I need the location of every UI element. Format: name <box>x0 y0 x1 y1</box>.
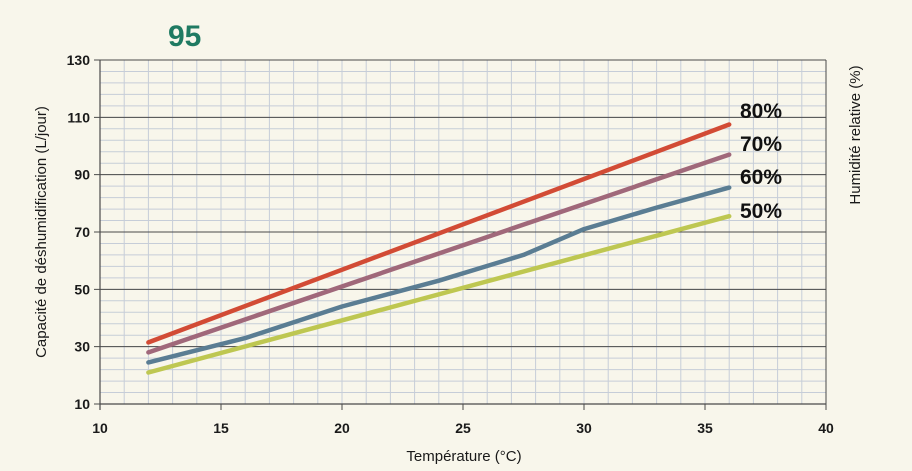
series-lines <box>146 122 732 375</box>
x-tick-label: 25 <box>455 420 471 436</box>
y-tick-label: 130 <box>67 52 91 68</box>
x-axis-title: Température (°C) <box>406 448 521 465</box>
y-tick-label: 30 <box>74 339 90 355</box>
secondary-y-axis-title: Humidité relative (%) <box>847 65 864 204</box>
y-axis-title: Capacité de déshumidification (L/jour) <box>33 106 50 358</box>
y-tick-label: 70 <box>74 224 90 240</box>
series-label: 80% <box>740 100 782 123</box>
series-label: 70% <box>740 133 782 156</box>
major-grid <box>94 59 826 405</box>
x-tick-label: 15 <box>213 420 229 436</box>
series-line <box>146 185 732 365</box>
y-tick-label: 10 <box>74 396 90 412</box>
series-labels: 80% 70% 60% 50% <box>740 100 782 223</box>
series-line <box>146 152 732 355</box>
x-axis-ticks: 10 15 20 25 30 35 40 <box>92 404 834 436</box>
x-tick-label: 20 <box>334 420 350 436</box>
series-label: 60% <box>740 166 782 189</box>
x-tick-label: 35 <box>697 420 713 436</box>
series-line <box>146 213 732 375</box>
y-tick-label: 90 <box>74 167 90 183</box>
series-label: 50% <box>740 200 782 223</box>
y-axis-ticks: 10 30 50 70 90 110 130 <box>67 52 91 412</box>
x-tick-label: 40 <box>818 420 834 436</box>
chart-title: 95 <box>168 20 201 53</box>
x-tick-label: 10 <box>92 420 108 436</box>
x-tick-label: 30 <box>576 420 592 436</box>
y-tick-label: 110 <box>67 109 90 125</box>
series-line <box>146 122 732 345</box>
y-tick-label: 50 <box>74 281 90 297</box>
